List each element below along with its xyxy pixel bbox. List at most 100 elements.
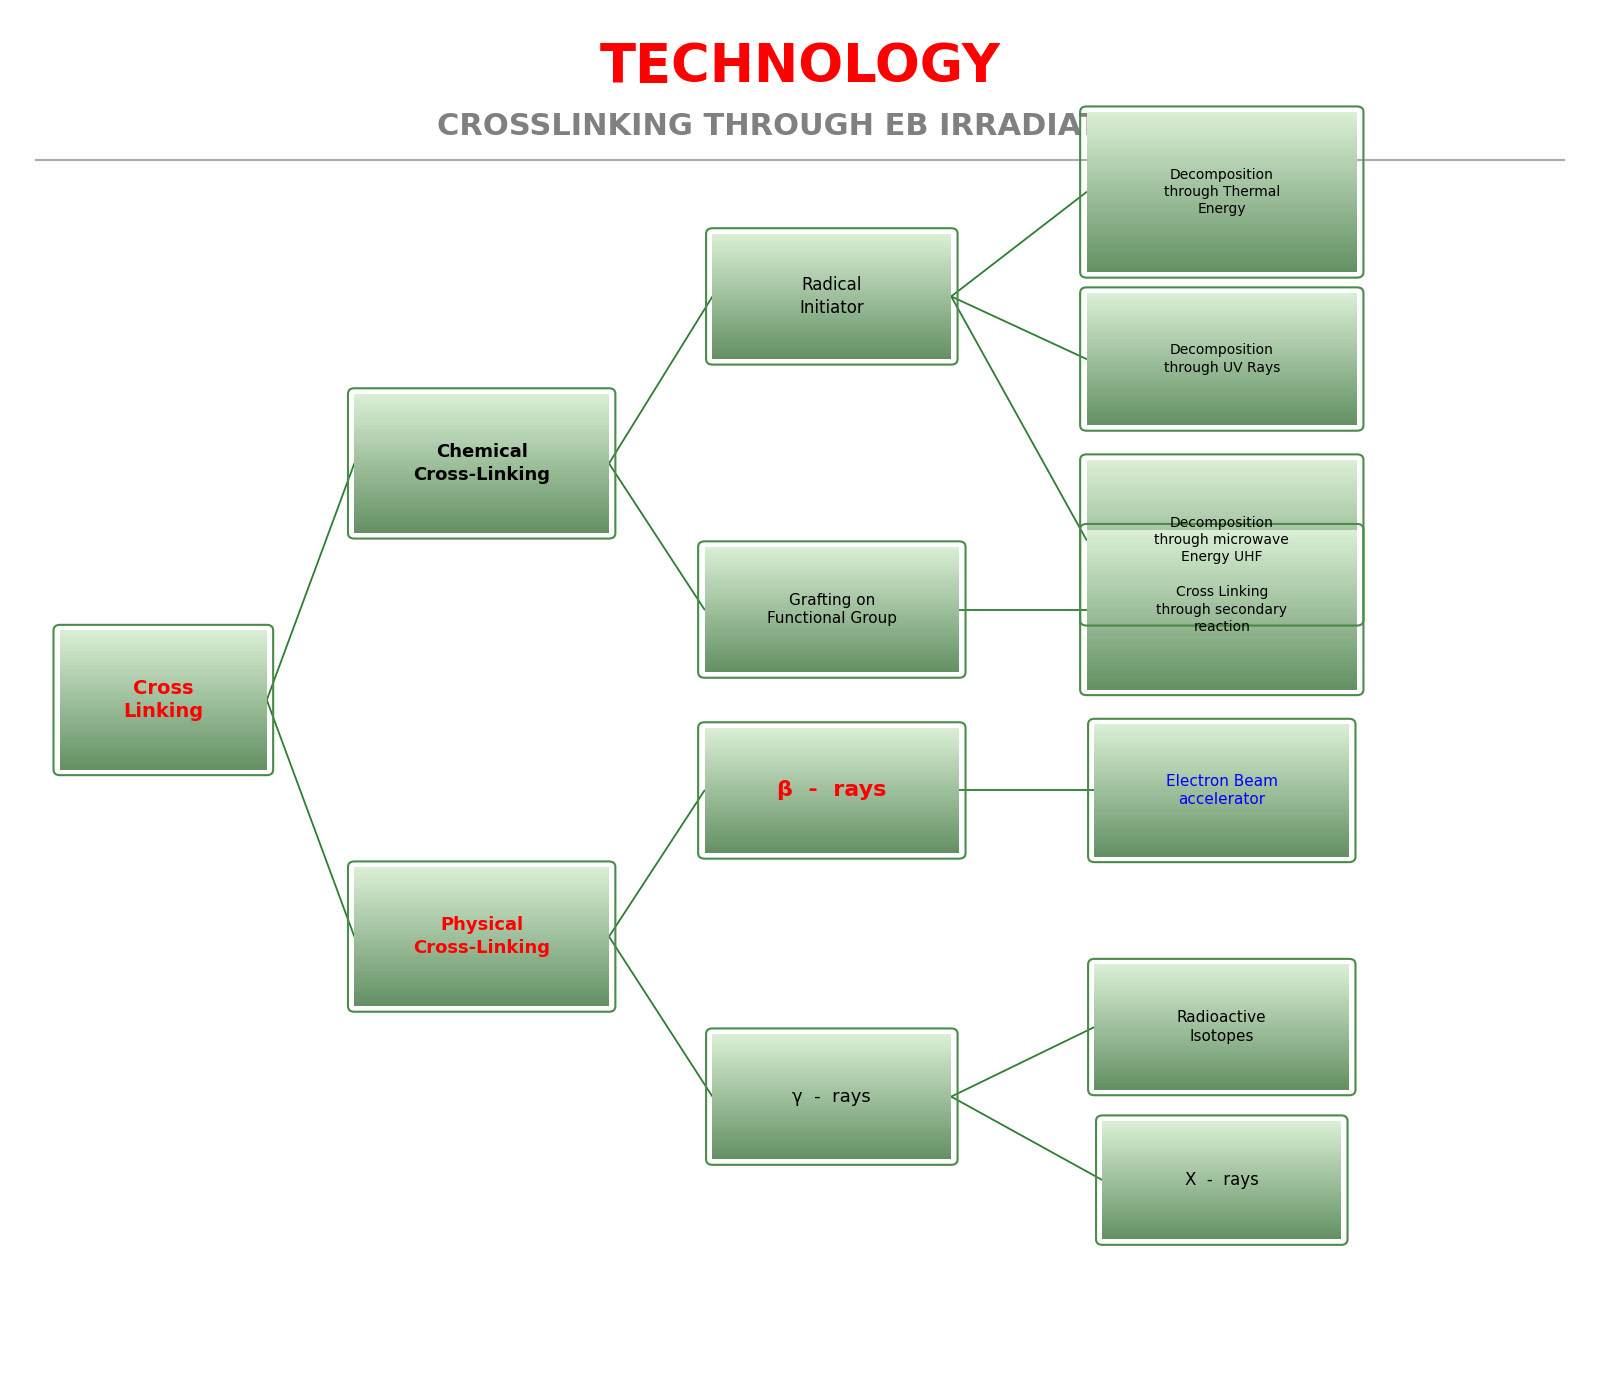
Bar (704, 581, 958, 584)
Bar (1094, 784, 1349, 787)
Bar (704, 812, 958, 816)
Bar (354, 463, 610, 466)
Bar (1094, 820, 1349, 823)
Bar (704, 734, 958, 738)
Bar (1102, 1207, 1341, 1210)
Bar (1086, 602, 1357, 606)
Bar (1102, 1198, 1341, 1201)
Bar (1086, 584, 1357, 588)
Bar (712, 309, 952, 312)
Bar (1086, 148, 1357, 153)
Bar (59, 717, 267, 721)
Bar (1086, 329, 1357, 333)
Bar (712, 1040, 952, 1043)
Bar (1086, 517, 1357, 519)
Bar (59, 690, 267, 693)
Bar (354, 888, 610, 892)
Bar (1094, 748, 1349, 750)
Bar (1102, 1135, 1341, 1138)
Bar (59, 683, 267, 686)
Bar (59, 665, 267, 669)
Bar (712, 1116, 952, 1119)
Bar (704, 553, 958, 556)
Bar (1086, 312, 1357, 316)
Bar (704, 568, 958, 573)
Bar (59, 676, 267, 679)
Bar (1086, 237, 1357, 239)
Bar (1086, 412, 1357, 416)
Bar (1102, 1215, 1341, 1218)
Bar (704, 638, 958, 641)
Bar (1086, 613, 1357, 617)
Bar (1086, 654, 1357, 658)
Bar (704, 657, 958, 659)
Bar (712, 312, 952, 315)
Bar (712, 1091, 952, 1093)
Bar (704, 603, 958, 606)
Bar (1086, 399, 1357, 402)
Bar (1086, 256, 1357, 260)
Bar (1086, 622, 1357, 626)
Bar (354, 487, 610, 491)
Bar (704, 778, 958, 781)
Bar (1086, 183, 1357, 188)
Bar (1102, 1218, 1341, 1222)
Bar (1086, 265, 1357, 267)
Bar (1086, 598, 1357, 602)
Bar (1102, 1189, 1341, 1191)
Bar (1086, 127, 1357, 132)
Bar (1094, 1077, 1349, 1081)
Bar (1102, 1233, 1341, 1236)
Bar (1094, 993, 1349, 995)
Bar (354, 895, 610, 899)
Bar (1102, 1228, 1341, 1231)
Bar (704, 766, 958, 769)
Bar (1102, 1124, 1341, 1127)
Bar (704, 550, 958, 553)
Bar (354, 986, 610, 988)
Bar (354, 878, 610, 881)
Bar (704, 762, 958, 766)
Bar (1094, 1056, 1349, 1058)
Text: γ  -  rays: γ - rays (792, 1088, 872, 1106)
Bar (59, 669, 267, 672)
Bar (1086, 603, 1357, 608)
Bar (1102, 1133, 1341, 1135)
Bar (1094, 767, 1349, 770)
Bar (1094, 818, 1349, 820)
Bar (1086, 504, 1357, 508)
Bar (1086, 547, 1357, 552)
Bar (1086, 552, 1357, 556)
Bar (1086, 634, 1357, 637)
Bar (712, 300, 952, 302)
Bar (704, 662, 958, 666)
Bar (1086, 491, 1357, 496)
Bar (1086, 573, 1357, 575)
Bar (354, 419, 610, 421)
Bar (1094, 1086, 1349, 1089)
Bar (712, 252, 952, 256)
Bar (1094, 750, 1349, 755)
Bar (1086, 678, 1357, 682)
Bar (712, 1063, 952, 1065)
Bar (59, 721, 267, 724)
Bar (1086, 588, 1357, 592)
Bar (1086, 120, 1357, 125)
Bar (1086, 592, 1357, 596)
Bar (1086, 524, 1357, 528)
Bar (1094, 1015, 1349, 1018)
Bar (1086, 239, 1357, 244)
Bar (704, 769, 958, 771)
Bar (1086, 626, 1357, 630)
Bar (1094, 804, 1349, 806)
Bar (1094, 980, 1349, 983)
Bar (354, 414, 610, 419)
Bar (1086, 596, 1357, 601)
Bar (354, 449, 610, 454)
Bar (1094, 1049, 1349, 1051)
Bar (1086, 370, 1357, 372)
Bar (704, 799, 958, 804)
Bar (1094, 987, 1349, 990)
Bar (712, 1050, 952, 1053)
Bar (354, 456, 610, 461)
